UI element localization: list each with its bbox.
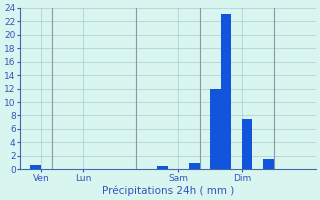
Bar bbox=[221, 14, 231, 169]
Bar bbox=[189, 163, 200, 169]
Bar bbox=[263, 159, 274, 169]
Bar bbox=[30, 165, 41, 169]
Bar bbox=[210, 89, 221, 169]
Bar bbox=[157, 166, 168, 169]
Bar bbox=[242, 119, 252, 169]
X-axis label: Précipitations 24h ( mm ): Précipitations 24h ( mm ) bbox=[102, 185, 234, 196]
